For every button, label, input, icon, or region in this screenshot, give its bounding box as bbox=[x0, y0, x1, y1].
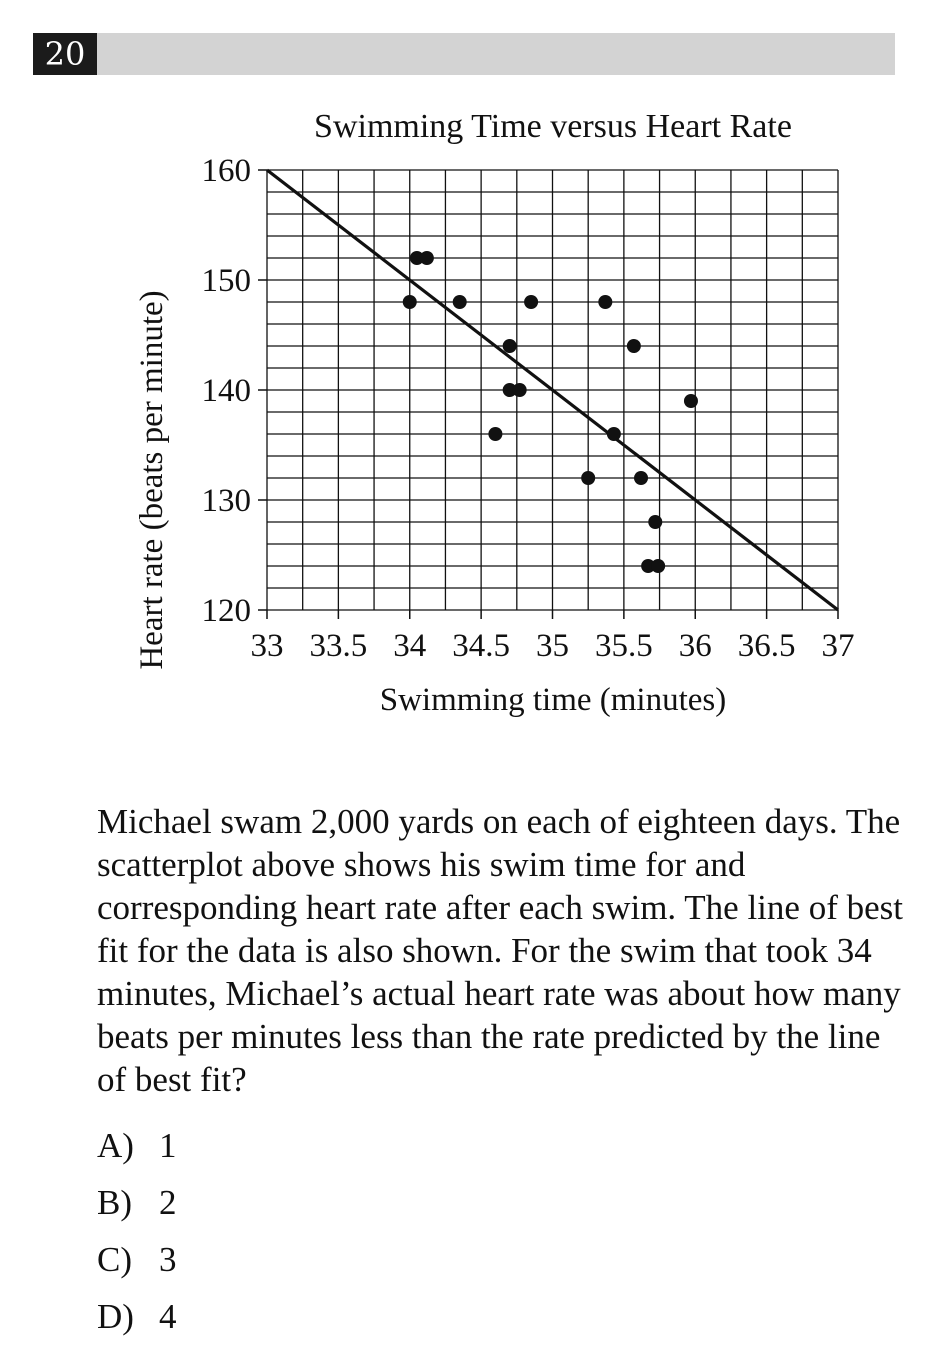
x-tick-labels: 33 33.5 34 34.5 35 35.5 36 36.5 37 bbox=[251, 628, 855, 664]
choice-a-letter: A) bbox=[97, 1126, 134, 1165]
data-point bbox=[502, 383, 517, 397]
choice-c[interactable]: C) 3 bbox=[97, 1231, 177, 1288]
data-point bbox=[488, 427, 503, 441]
data-point bbox=[648, 515, 663, 529]
choice-a[interactable]: A) 1 bbox=[97, 1117, 177, 1174]
question-text: Michael swam 2,000 yards on each of eigh… bbox=[97, 802, 903, 1099]
x-tick-label: 36.5 bbox=[738, 628, 796, 664]
chart-title: Swimming Time versus Heart Rate bbox=[314, 108, 792, 145]
y-tick-labels: 120 130 140 150 160 bbox=[202, 153, 252, 629]
choice-a-value: 1 bbox=[159, 1126, 177, 1165]
data-point bbox=[402, 295, 417, 309]
y-axis-label: Heart rate (beats per minute) bbox=[134, 290, 170, 669]
choice-b[interactable]: B) 2 bbox=[97, 1174, 177, 1231]
x-tick-label: 36 bbox=[679, 628, 712, 664]
question-number: 20 bbox=[33, 33, 97, 75]
data-point bbox=[634, 471, 649, 485]
data-point bbox=[651, 559, 666, 573]
data-point bbox=[524, 295, 539, 309]
data-point bbox=[598, 295, 613, 309]
choice-d-letter: D) bbox=[97, 1297, 134, 1336]
y-tick-label: 130 bbox=[202, 483, 252, 519]
y-tick-label: 140 bbox=[202, 373, 252, 409]
data-point bbox=[606, 427, 621, 441]
data-point bbox=[502, 339, 517, 353]
best-fit-line-group bbox=[266, 168, 839, 612]
choice-b-value: 2 bbox=[159, 1183, 177, 1222]
y-tick-label: 160 bbox=[202, 153, 252, 189]
data-point bbox=[419, 251, 434, 265]
data-points bbox=[402, 251, 698, 573]
chart-grid bbox=[258, 169, 839, 619]
x-tick-label: 37 bbox=[822, 628, 855, 664]
x-tick-label: 35.5 bbox=[595, 628, 653, 664]
data-point bbox=[452, 295, 467, 309]
choice-b-letter: B) bbox=[97, 1183, 132, 1222]
data-point bbox=[581, 471, 596, 485]
x-tick-label: 34.5 bbox=[452, 628, 510, 664]
choice-d[interactable]: D) 4 bbox=[97, 1288, 177, 1345]
scatter-chart: Swimming Time versus Heart Rate 120 130 14… bbox=[134, 108, 855, 718]
question-header-bar: 20 bbox=[33, 33, 895, 75]
choice-c-letter: C) bbox=[97, 1240, 132, 1279]
x-tick-label: 33.5 bbox=[310, 628, 368, 664]
best-fit-line bbox=[266, 168, 839, 612]
choice-d-value: 4 bbox=[159, 1297, 177, 1336]
x-tick-label: 35 bbox=[536, 628, 569, 664]
x-tick-label: 34 bbox=[393, 628, 426, 664]
data-point bbox=[641, 559, 656, 573]
data-point bbox=[626, 339, 641, 353]
answer-choices: A) 1 B) 2 C) 3 D) 4 bbox=[97, 1117, 177, 1345]
y-tick-label: 120 bbox=[202, 593, 252, 629]
data-point bbox=[409, 251, 424, 265]
x-tick-label: 33 bbox=[251, 628, 284, 664]
data-point bbox=[512, 383, 527, 397]
x-axis-label: Swimming time (minutes) bbox=[380, 682, 726, 718]
data-point bbox=[683, 394, 698, 408]
y-tick-label: 150 bbox=[202, 263, 252, 299]
choice-c-value: 3 bbox=[159, 1240, 177, 1279]
